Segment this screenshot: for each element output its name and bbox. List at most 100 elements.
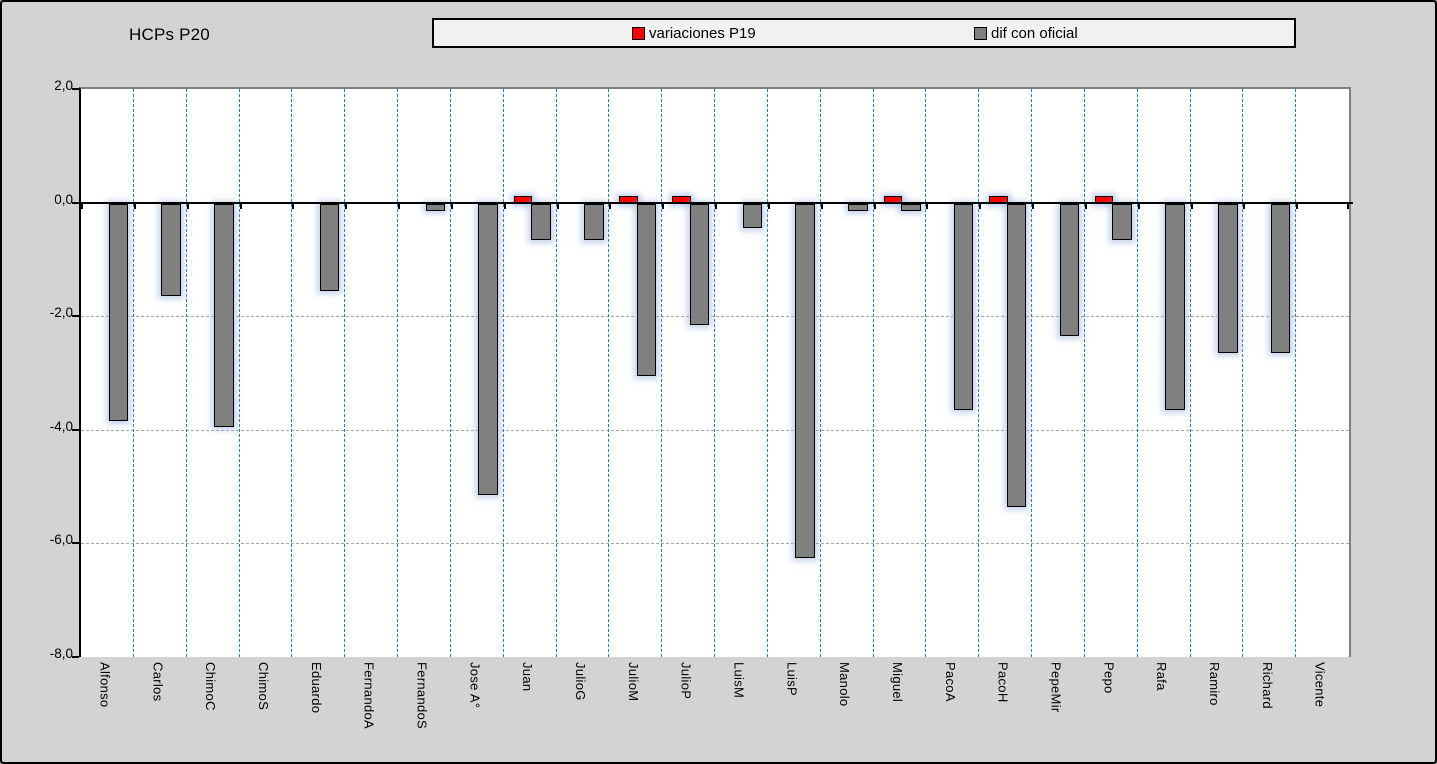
zero-axis-tick: [767, 203, 770, 209]
zero-axis-tick: [556, 203, 559, 209]
zero-axis-tick: [1347, 203, 1349, 209]
chart-title: HCPs P20: [129, 25, 210, 44]
zero-axis-tick: [292, 203, 295, 209]
y-axis-label: -6,0: [49, 532, 73, 548]
bar-dif-JulioG: [584, 203, 604, 240]
bar-dif-Alfonso: [108, 203, 128, 422]
legend-item-variaciones: variaciones P19: [632, 20, 756, 46]
category-separator: [1031, 89, 1032, 657]
x-axis-label: JulioM: [625, 662, 641, 702]
bar-dif-Carlos: [161, 203, 181, 297]
x-axis-label: Pepo: [1101, 662, 1117, 694]
x-axis-label: Juan: [520, 662, 536, 692]
y-axis-tick: [72, 542, 79, 545]
bar-dif-ChimoC: [214, 203, 234, 428]
category-separator: [978, 89, 980, 657]
y-axis-label: -2,0: [49, 305, 73, 321]
y-axis-tick: [72, 428, 79, 431]
bar-dif-JulioP: [689, 203, 710, 325]
legend-label: dif con oficial: [991, 24, 1078, 42]
x-axis-label: Ramiro: [1206, 662, 1222, 706]
y-axis-label: 2,0: [54, 78, 73, 93]
zero-axis-tick: [926, 203, 929, 209]
category-separator: [1242, 89, 1244, 657]
x-axis-label: PacoA: [942, 662, 958, 702]
bar-dif-Manolo: [848, 203, 868, 212]
y-axis-tick: [72, 201, 79, 204]
bar-dif-Ramiro: [1218, 203, 1238, 354]
bar-dif-LuisP: [795, 203, 815, 558]
zero-axis-tick: [609, 203, 612, 209]
x-axis-label: FernandoA: [361, 662, 377, 730]
category-separator: [766, 89, 768, 657]
bar-dif-PacoA: [953, 203, 974, 411]
category-separator: [1189, 89, 1191, 657]
category-separator: [449, 89, 451, 657]
zero-axis-tick: [345, 203, 348, 209]
category-separator: [872, 89, 874, 657]
bar-dif-Eduardo: [319, 203, 340, 291]
zero-axis-line: [81, 201, 1353, 204]
zero-axis-tick: [239, 203, 242, 209]
gridline-y-2: [81, 316, 1349, 318]
zero-axis-tick: [81, 203, 83, 209]
y-axis-label: 0,0: [54, 191, 73, 207]
y-axis-tick: [72, 656, 79, 658]
zero-axis-tick: [873, 203, 876, 209]
zero-axis-tick: [503, 203, 506, 209]
x-axis-label: Rafa: [1154, 662, 1170, 691]
category-separator: [714, 89, 715, 657]
x-axis-label: ChimoC: [203, 662, 219, 711]
zero-axis-tick: [662, 203, 665, 209]
zero-axis-tick: [450, 203, 453, 209]
category-separator: [1136, 89, 1138, 657]
category-separator: [1083, 89, 1085, 657]
legend-item-dif: dif con oficial: [974, 20, 1078, 46]
zero-axis-tick: [820, 203, 823, 209]
bar-dif-Miguel: [901, 203, 921, 212]
x-axis-label: Vicente: [1312, 662, 1328, 708]
y-axis-tick: [72, 315, 79, 318]
x-axis-label: Jose A°: [467, 662, 483, 709]
zero-axis-tick: [1137, 203, 1140, 209]
bar-dif-PepeMir: [1059, 203, 1079, 337]
category-separator: [1295, 89, 1297, 657]
category-separator: [132, 89, 134, 657]
zero-axis-tick: [715, 203, 717, 209]
bar-dif-Pepo: [1112, 203, 1132, 240]
gridline-y-6: [81, 543, 1349, 545]
category-separator: [925, 89, 927, 657]
bar-dif-Jose A°: [478, 203, 498, 496]
bar-dif-Rafa: [1165, 203, 1185, 411]
bar-dif-PacoH: [1006, 203, 1027, 507]
x-axis-label: Miguel: [889, 662, 905, 703]
category-separator: [185, 89, 187, 657]
zero-axis-tick: [398, 203, 400, 209]
legend-swatch-gray-icon: [974, 26, 987, 40]
zero-axis-tick: [1243, 203, 1246, 209]
category-separator: [661, 89, 663, 657]
gridline-y-4: [81, 429, 1349, 431]
x-axis-label: Carlos: [150, 662, 166, 702]
x-axis-label: Manolo: [837, 662, 853, 707]
legend-swatch-red-icon: [632, 26, 645, 40]
y-axis-label: -4,0: [49, 418, 73, 434]
zero-axis-tick: [186, 203, 189, 209]
zero-axis-tick: [1084, 203, 1087, 209]
x-axis-label: PacoH: [995, 662, 1011, 703]
category-separator: [608, 89, 610, 657]
bar-dif-FernandoS: [425, 203, 445, 212]
y-axis-tick: [72, 88, 79, 90]
bar-dif-Juan: [531, 203, 551, 240]
x-axis-label: FernandoS: [414, 662, 430, 730]
category-separator: [819, 89, 821, 657]
zero-axis-tick: [1190, 203, 1193, 209]
bar-dif-LuisM: [742, 203, 762, 229]
zero-axis-tick: [979, 203, 982, 209]
x-axis-label: JulioG: [572, 662, 588, 701]
legend-label: variaciones P19: [649, 24, 756, 42]
x-axis-label: PepeMir: [1048, 662, 1064, 713]
x-axis-label: Richard: [1259, 662, 1275, 709]
zero-axis-tick: [1032, 203, 1034, 209]
category-separator: [555, 89, 557, 657]
